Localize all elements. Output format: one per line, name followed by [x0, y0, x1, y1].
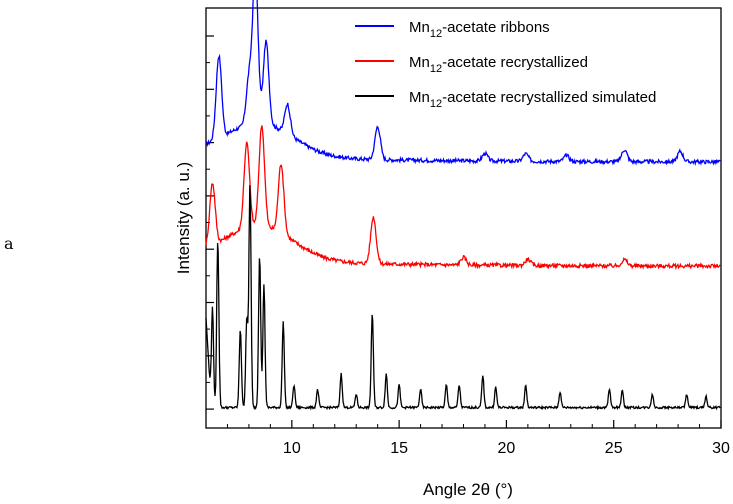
plot-frame	[205, 7, 722, 429]
y-axis-label: Intensity (a. u.)	[174, 162, 193, 274]
legend-label-2: Mn12-acetate recrystallized	[409, 54, 588, 75]
y-axis-ticks	[206, 35, 214, 410]
legend: Mn12-acetate ribbons Mn12-acetate recryst…	[355, 19, 656, 110]
x-axis-label: Angle 2θ (°)	[423, 480, 513, 499]
x-tick-label: 15	[390, 440, 408, 457]
plot-border	[205, 7, 722, 429]
series-line-2	[205, 125, 721, 271]
x-tick-label: 10	[283, 440, 301, 457]
series-line-1	[205, 0, 721, 167]
x-tick-label: 20	[498, 440, 516, 457]
x-tick-label: 25	[605, 440, 623, 457]
legend-label-3: Mn12-acetate recrystallized simulated	[409, 89, 656, 110]
x-tick-label: 30	[712, 440, 730, 457]
legend-label-1: Mn12-acetate ribbons	[409, 19, 550, 40]
x-axis-ticks: 10 15 20 25 30	[205, 420, 730, 457]
panel-label: a	[4, 234, 14, 253]
series-lines	[205, 0, 721, 411]
series-line-3	[205, 185, 721, 411]
